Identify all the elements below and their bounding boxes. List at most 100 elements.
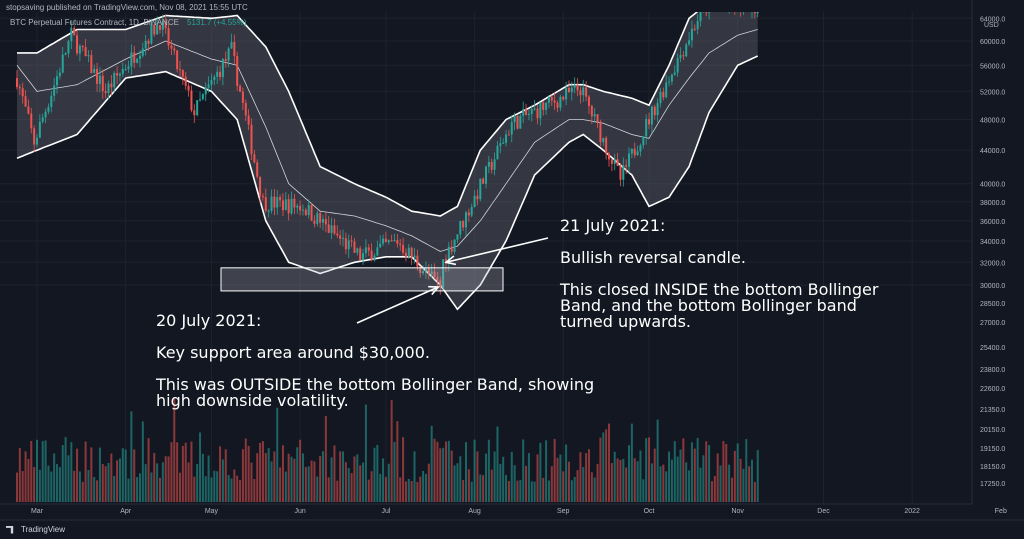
candle-body	[393, 240, 396, 242]
volume-bar	[585, 453, 588, 502]
volume-bar	[642, 479, 645, 502]
candle-body	[653, 106, 656, 116]
volume-bar	[61, 445, 64, 502]
candle-body	[562, 96, 565, 100]
candle-body	[287, 199, 290, 214]
volume-bar	[84, 441, 87, 502]
candle-body	[473, 195, 476, 208]
volume-bar	[396, 421, 399, 502]
candle-body	[570, 87, 573, 92]
candle-body	[327, 224, 330, 233]
volume-bar	[482, 475, 485, 502]
volume-bar	[496, 426, 499, 502]
volume-bar	[702, 455, 705, 502]
candle-body	[556, 102, 559, 108]
time-axis-bg	[0, 504, 1024, 539]
candle-body	[679, 55, 682, 59]
volume-bar	[107, 462, 110, 502]
candle-body	[756, 12, 759, 14]
time-tick-label: Jul	[381, 508, 390, 515]
volume-bar	[553, 438, 556, 502]
candle-body	[416, 255, 419, 267]
volume-bar	[424, 473, 427, 502]
volume-bar	[313, 461, 316, 502]
volume-bar	[450, 450, 453, 502]
candle-body	[622, 165, 625, 180]
candle-body	[522, 109, 525, 116]
volume-bar	[716, 453, 719, 502]
volume-bar	[41, 441, 44, 502]
candle-body	[253, 154, 256, 163]
tradingview-watermark: TradingView	[6, 525, 65, 534]
volume-bar	[648, 437, 651, 502]
candle-body	[748, 0, 750, 11]
candle-body	[650, 106, 653, 125]
volume-bar	[384, 476, 387, 502]
volume-bar	[728, 464, 731, 502]
annotation-20-july-line: 20 July 2021:	[156, 311, 262, 330]
candle-body	[753, 12, 756, 14]
price-axis-currency: USD	[984, 22, 999, 29]
volume-bar	[379, 473, 382, 502]
candle-body	[56, 76, 59, 86]
bollinger-lower-band	[16, 55, 759, 311]
volume-bar	[227, 475, 230, 502]
candle-body	[15, 78, 18, 88]
candle-body	[199, 99, 202, 101]
volume-bar	[21, 471, 24, 502]
candle-body	[61, 54, 64, 73]
annotation-21-july-line: turned upwards.	[560, 312, 691, 331]
volume-bar	[270, 461, 273, 502]
candle-body	[656, 103, 659, 116]
candle-body	[130, 52, 133, 67]
candle-body	[467, 212, 470, 216]
candle-body	[553, 100, 556, 103]
volume-bar	[304, 466, 307, 502]
time-tick-label: Apr	[120, 508, 132, 515]
volume-bar	[339, 451, 342, 502]
volume-bar	[376, 444, 379, 502]
volume-bar	[170, 442, 173, 502]
candle-body	[496, 145, 499, 160]
symbol-legend[interactable]: BTC Perpetual Futures Contract, 1D, BINA…	[10, 18, 179, 27]
candle-body	[740, 0, 742, 10]
volume-bar	[253, 479, 256, 502]
volume-bar	[725, 443, 728, 502]
candle-body	[711, 0, 713, 3]
price-tick-label: 27000.0	[980, 320, 1005, 327]
candle-body	[450, 246, 453, 252]
candle-body	[382, 238, 385, 244]
candle-body	[499, 143, 502, 146]
candle-body	[407, 247, 410, 257]
volume-bar	[210, 477, 213, 502]
volume-bar	[204, 476, 207, 502]
candle-body	[737, 0, 739, 8]
candle-body	[628, 153, 631, 167]
volume-bar	[327, 477, 330, 502]
volume-bar	[736, 443, 739, 502]
volume-bar	[256, 453, 259, 502]
candle-body	[676, 58, 679, 73]
volume-bar	[608, 423, 610, 502]
volume-bar	[364, 404, 367, 502]
volume-bar	[316, 476, 319, 502]
candle-body	[456, 234, 459, 240]
volume-bar	[476, 451, 479, 502]
candle-body	[261, 195, 264, 198]
volume-bar	[153, 452, 156, 502]
volume-bar	[519, 480, 522, 502]
volume-bar	[53, 453, 56, 502]
volume-bar	[659, 466, 662, 502]
volume-bar	[456, 463, 459, 502]
candle-body	[402, 244, 405, 253]
candle-body	[47, 107, 50, 112]
candle-body	[81, 45, 84, 48]
candle-body	[316, 213, 319, 224]
price-tick-label: 17250.0	[980, 481, 1005, 488]
arrows	[356, 237, 549, 324]
candle-body	[290, 198, 293, 214]
candle-body	[373, 255, 376, 261]
candle-body	[379, 243, 382, 248]
volume-bar	[679, 449, 682, 502]
